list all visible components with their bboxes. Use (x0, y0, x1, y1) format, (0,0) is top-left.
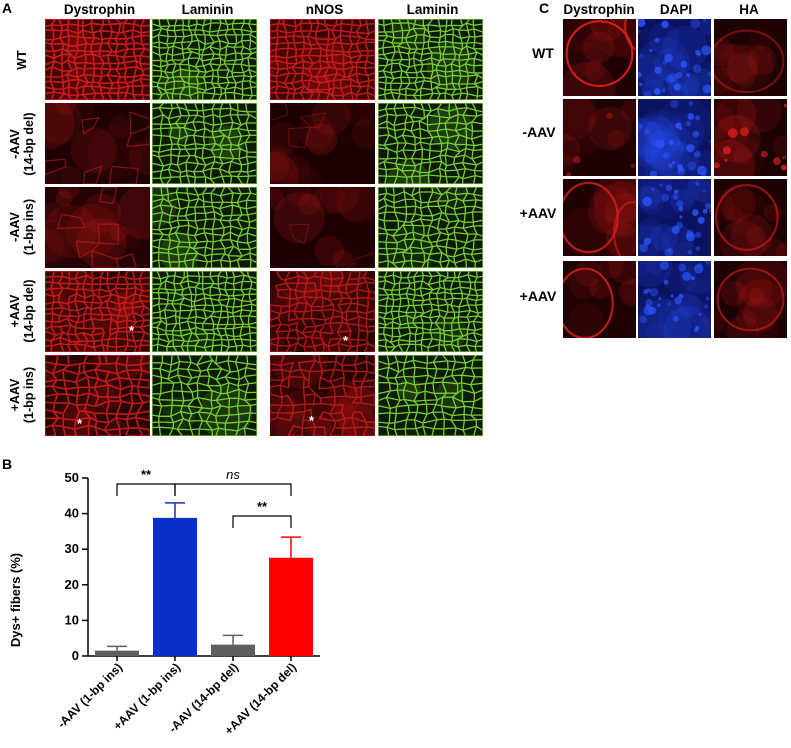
row-label-line2: (1-bp ins) (22, 366, 36, 424)
micrograph-nnos-plus-aav-1bp (270, 355, 375, 436)
micrograph-c-ha-minus-aav (714, 99, 787, 176)
micrograph-c-ha-plus-aav-1 (714, 179, 787, 256)
asterisk-marker: * (129, 323, 135, 338)
row-label-line2: (14-bp del) (22, 279, 36, 343)
micrograph-laminin-minus-aav-14bp (152, 103, 257, 184)
significance-bracket (116, 483, 176, 496)
panel-c-col-header-dapi: DAPI (659, 2, 693, 17)
y-tick-label: 30 (65, 541, 79, 556)
asterisk-marker: * (309, 413, 315, 428)
panel-c-col-header-dystrophin: Dystrophin (563, 2, 635, 17)
row-label-line1: -AAV (8, 212, 22, 242)
panel-a-col-header-nnos: nNOS (305, 2, 344, 17)
micrograph-c-dapi-plus-aav-1 (638, 179, 711, 256)
panel-a-row-label-minus-aav-1bp: -AAV (1-bp ins) (2, 187, 42, 267)
micrograph-dystrophin-plus-aav-14bp (45, 271, 150, 352)
panel-b-letter: B (2, 456, 13, 472)
micrograph-c-dapi-plus-aav-2 (638, 261, 711, 338)
micrograph-laminin2-minus-aav-1bp (378, 187, 483, 268)
micrograph-nnos-wt (270, 19, 375, 100)
panel-c-col-header-ha: HA (739, 2, 759, 17)
significance-bracket (174, 483, 292, 496)
y-axis-label: Dys+ fibers (%) (8, 553, 23, 647)
panel-c-row-label-minus-aav: -AAV (522, 124, 556, 140)
micrograph-laminin-plus-aav-14bp (152, 271, 257, 352)
micrograph-c-dystrophin-plus-aav-1 (563, 179, 636, 256)
micrograph-laminin2-minus-aav-14bp (378, 103, 483, 184)
bar (269, 557, 313, 656)
micrograph-c-dystrophin-wt (563, 19, 636, 96)
micrograph-nnos-plus-aav-14bp (270, 271, 375, 352)
panel-c-row-label-plus-aav-2: +AAV (519, 288, 557, 304)
y-tick-label: 0 (72, 648, 79, 663)
y-tick-label: 20 (65, 577, 79, 592)
bar (153, 517, 197, 656)
micrograph-laminin-minus-aav-1bp (152, 187, 257, 268)
panel-a-row-label-plus-aav-1bp: +AAV (1-bp ins) (2, 355, 42, 435)
micrograph-c-dystrophin-minus-aav (563, 99, 636, 176)
panel-a-letter: A (2, 0, 13, 16)
significance-label: ** (257, 499, 268, 514)
micrograph-nnos-minus-aav-14bp (270, 103, 375, 184)
panel-c-letter: C (539, 0, 550, 16)
row-label-line1: +AAV (8, 378, 22, 412)
row-label-line2: (14-bp del) (22, 112, 36, 176)
panel-c-row-label-plus-aav-1: +AAV (519, 205, 557, 221)
asterisk-marker: * (343, 333, 349, 348)
significance-bracket (232, 515, 292, 528)
bar (211, 644, 255, 656)
micrograph-laminin-plus-aav-1bp (152, 355, 257, 436)
micrograph-nnos-minus-aav-1bp (270, 187, 375, 268)
y-tick-label: 50 (65, 470, 79, 485)
panel-a-row-label-wt: WT (2, 20, 42, 100)
micrograph-dystrophin-minus-aav-14bp (45, 103, 150, 184)
micrograph-dystrophin-plus-aav-1bp (45, 355, 150, 436)
y-tick-label: 40 (65, 506, 79, 521)
micrograph-c-dapi-minus-aav (638, 99, 711, 176)
micrograph-c-ha-wt (714, 19, 787, 96)
bar (95, 650, 139, 656)
panel-a-col-header-laminin-2: Laminin (406, 2, 459, 17)
significance-label: ** (141, 467, 152, 482)
panel-a-col-header-dystrophin: Dystrophin (63, 2, 136, 17)
panel-a-row-label-plus-aav-14bp: +AAV (14-bp del) (2, 271, 42, 351)
row-label-line2: (1-bp ins) (22, 198, 36, 256)
micrograph-laminin2-wt (378, 19, 483, 100)
micrograph-dystrophin-wt (45, 19, 150, 100)
row-label-line1: +AAV (8, 294, 22, 328)
panel-a-col-header-laminin-1: Laminin (181, 2, 234, 17)
micrograph-laminin-wt (152, 19, 257, 100)
micrograph-c-ha-plus-aav-2 (714, 261, 787, 338)
micrograph-laminin2-plus-aav-14bp (378, 271, 483, 352)
row-label-line1: -AAV (8, 129, 22, 159)
micrograph-c-dystrophin-plus-aav-2 (563, 261, 636, 338)
micrograph-laminin2-plus-aav-1bp (378, 355, 483, 436)
asterisk-marker: * (77, 416, 83, 431)
significance-label: ns (226, 467, 240, 482)
row-label-line1: WT (15, 50, 29, 70)
micrograph-c-dapi-wt (638, 19, 711, 96)
y-tick-label: 10 (65, 612, 79, 627)
panel-a-row-label-minus-aav-14bp: -AAV (14-bp del) (2, 104, 42, 184)
panel-c-row-label-wt: WT (532, 45, 554, 61)
micrograph-dystrophin-minus-aav-1bp (45, 187, 150, 268)
